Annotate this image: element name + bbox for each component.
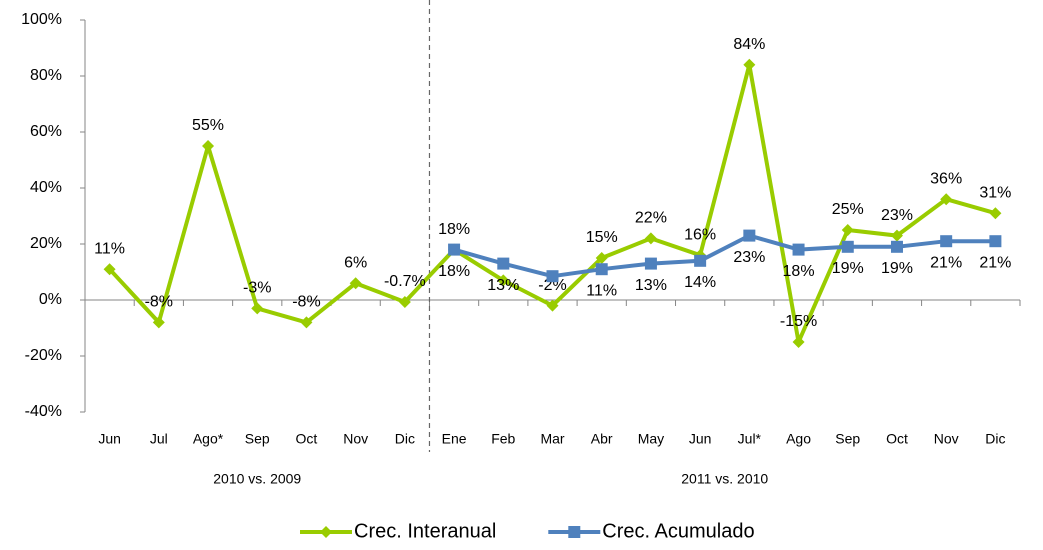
marker (989, 235, 1002, 248)
marker (546, 299, 559, 312)
marker (300, 316, 313, 329)
marker (841, 240, 854, 253)
y-tick-label: 80% (30, 67, 62, 84)
group-label: 2010 vs. 2009 (213, 471, 301, 487)
marker (940, 235, 953, 248)
x-tick-label: Mar (540, 431, 564, 447)
data-label: 16% (684, 226, 716, 243)
marker (644, 232, 657, 245)
marker (989, 207, 1002, 220)
marker (792, 243, 805, 256)
legend-label: Crec. Interanual (354, 520, 496, 542)
data-label: 11% (94, 240, 125, 257)
data-label: 21% (979, 254, 1011, 271)
data-label: 19% (832, 260, 864, 277)
marker (792, 336, 805, 348)
x-tick-label: Sep (245, 431, 270, 447)
x-tick-label: Jun (98, 431, 121, 447)
data-label: 18% (438, 263, 470, 280)
data-label: 36% (930, 170, 962, 187)
x-tick-label: Nov (343, 431, 368, 447)
data-label: -8% (145, 294, 173, 311)
x-tick-label: Nov (934, 431, 959, 447)
marker (743, 58, 756, 71)
x-tick-label: Jul* (738, 431, 762, 447)
marker (644, 257, 657, 270)
marker (448, 243, 461, 256)
marker (743, 229, 756, 242)
marker (595, 263, 608, 276)
x-tick-label: Ene (442, 431, 467, 447)
x-tick-label: Feb (491, 431, 515, 447)
marker (152, 316, 165, 329)
marker (103, 263, 116, 276)
legend-label: Crec. Acumulado (602, 520, 754, 542)
legend-marker (320, 526, 332, 538)
marker (841, 224, 854, 236)
data-label: 15% (586, 229, 618, 246)
marker (890, 229, 903, 242)
data-label: 31% (979, 184, 1011, 201)
x-tick-label: Jun (689, 431, 712, 447)
y-tick-label: 0% (39, 291, 62, 308)
marker (940, 193, 953, 206)
x-tick-label: Oct (296, 431, 318, 447)
data-label: -3% (243, 280, 271, 297)
x-tick-label: Jul (150, 431, 168, 447)
data-label: 19% (881, 260, 913, 277)
marker (497, 257, 510, 270)
marker (398, 295, 411, 308)
x-tick-label: Abr (591, 431, 613, 447)
data-label: 18% (783, 263, 815, 280)
marker (497, 274, 510, 287)
y-tick-label: 100% (21, 11, 62, 28)
group-label: 2011 vs. 2010 (681, 471, 768, 487)
marker (546, 270, 559, 283)
y-tick-label: 20% (30, 235, 62, 252)
data-label: 25% (832, 201, 864, 218)
y-tick-label: 60% (30, 123, 62, 140)
data-label: 84% (733, 36, 765, 53)
data-label: 13% (487, 277, 519, 294)
data-label: 14% (684, 274, 716, 291)
marker (890, 240, 903, 253)
x-tick-label: Ago* (193, 431, 224, 447)
data-label: 23% (733, 249, 765, 266)
marker (251, 302, 264, 315)
data-label: 22% (635, 210, 667, 227)
x-tick-label: Dic (985, 431, 1005, 447)
data-label: 18% (438, 221, 470, 238)
y-tick-label: -20% (25, 347, 62, 364)
data-label: -8% (292, 294, 320, 311)
x-tick-label: May (638, 431, 664, 447)
data-label: 23% (881, 207, 913, 224)
marker (349, 277, 362, 290)
data-label: 11% (586, 282, 617, 299)
x-tick-label: Ago (786, 431, 811, 447)
series-line (453, 233, 996, 279)
marker (694, 254, 707, 267)
data-label: 6% (344, 254, 367, 271)
data-label: 55% (192, 117, 224, 134)
x-tick-label: Sep (835, 431, 860, 447)
marker (595, 252, 608, 264)
x-tick-label: Dic (395, 431, 415, 447)
data-label: -2% (538, 277, 566, 294)
x-tick-label: Oct (886, 431, 908, 447)
y-tick-label: -40% (25, 403, 62, 420)
marker (202, 140, 215, 152)
data-label: 21% (930, 254, 962, 271)
data-label: -15% (780, 313, 817, 330)
data-label: 13% (635, 277, 667, 294)
legend-marker (568, 526, 581, 538)
y-tick-label: 40% (30, 179, 62, 196)
data-label: -0.7% (384, 273, 426, 290)
